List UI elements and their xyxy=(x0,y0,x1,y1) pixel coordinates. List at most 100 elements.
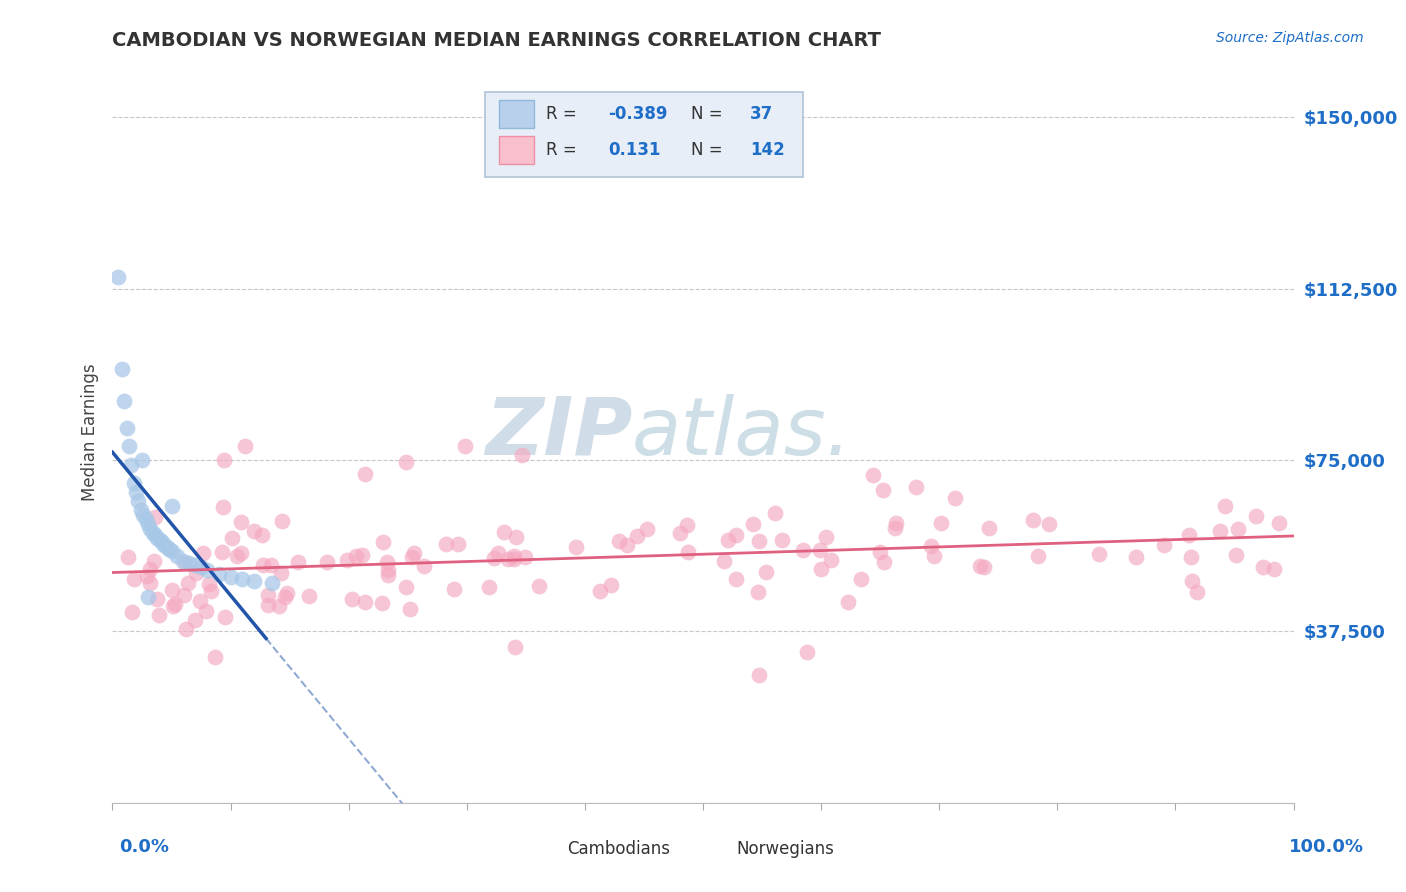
Point xyxy=(770,533,793,547)
Point xyxy=(157,542,180,557)
Point xyxy=(204,649,226,664)
Point xyxy=(607,534,630,549)
Point xyxy=(214,610,236,624)
Point xyxy=(482,550,505,565)
Point xyxy=(503,640,526,655)
Point xyxy=(336,553,359,567)
Point xyxy=(377,563,399,577)
Point xyxy=(412,559,434,574)
Point xyxy=(231,572,253,586)
Point xyxy=(486,546,509,560)
Point xyxy=(814,530,837,544)
Point xyxy=(115,421,138,435)
Point xyxy=(747,584,769,599)
Point xyxy=(139,575,162,590)
Point xyxy=(725,572,748,586)
Point xyxy=(231,546,253,560)
Point xyxy=(316,555,339,569)
Point xyxy=(588,584,610,599)
Point xyxy=(173,556,195,570)
Point xyxy=(354,595,377,609)
Text: Norwegians: Norwegians xyxy=(737,839,834,858)
Point xyxy=(243,574,266,589)
Point xyxy=(713,554,735,568)
Point xyxy=(676,518,699,533)
Point xyxy=(160,544,183,558)
Point xyxy=(184,558,207,573)
Point xyxy=(395,580,418,594)
Point xyxy=(402,546,425,560)
Point xyxy=(1267,516,1289,530)
Point xyxy=(616,538,638,552)
Point xyxy=(676,545,699,559)
Bar xyxy=(499,136,534,164)
Point xyxy=(132,508,155,522)
Point xyxy=(121,605,143,619)
Point xyxy=(107,270,129,285)
Point xyxy=(503,551,526,566)
Text: R =: R = xyxy=(546,141,576,159)
Point xyxy=(505,530,527,544)
Point xyxy=(626,529,648,543)
Point xyxy=(229,515,252,529)
Point xyxy=(869,545,891,559)
Text: 142: 142 xyxy=(751,141,785,159)
Point xyxy=(191,546,214,560)
Point xyxy=(1263,561,1285,575)
Point xyxy=(496,551,519,566)
Point xyxy=(162,583,184,598)
Point xyxy=(1125,550,1147,565)
Point xyxy=(1153,538,1175,552)
Point xyxy=(149,533,172,547)
Point xyxy=(354,467,377,481)
Y-axis label: Median Earnings: Median Earnings xyxy=(80,364,98,501)
Point xyxy=(200,583,222,598)
Point xyxy=(143,528,166,542)
Point xyxy=(256,598,278,612)
Point xyxy=(884,516,907,531)
Point xyxy=(198,577,221,591)
Point xyxy=(153,538,176,552)
Point xyxy=(190,560,212,574)
Point xyxy=(600,578,623,592)
Point xyxy=(851,573,873,587)
Point xyxy=(883,521,905,535)
Point xyxy=(136,516,159,531)
Point xyxy=(1251,560,1274,574)
Point xyxy=(399,602,422,616)
Point xyxy=(748,668,770,682)
Point xyxy=(173,588,195,602)
Point xyxy=(1227,522,1250,536)
Point xyxy=(129,503,152,517)
Point xyxy=(143,554,166,568)
Text: 37: 37 xyxy=(751,105,773,123)
Text: CAMBODIAN VS NORWEGIAN MEDIAN EARNINGS CORRELATION CHART: CAMBODIAN VS NORWEGIAN MEDIAN EARNINGS C… xyxy=(112,30,882,50)
Point xyxy=(1180,550,1202,565)
Point xyxy=(163,597,186,611)
Point xyxy=(136,590,159,604)
Point xyxy=(837,594,859,608)
Point xyxy=(371,596,394,610)
Point xyxy=(211,545,233,559)
Point xyxy=(477,580,499,594)
Point xyxy=(969,559,991,574)
Point xyxy=(233,439,256,453)
Point xyxy=(502,549,524,564)
Point xyxy=(669,526,692,541)
Point xyxy=(221,532,243,546)
Point xyxy=(977,520,1000,534)
Point xyxy=(146,531,169,545)
Point xyxy=(872,483,894,498)
Point xyxy=(287,555,309,569)
Point xyxy=(494,524,516,539)
Text: 100.0%: 100.0% xyxy=(1289,838,1364,855)
Text: ZIP: ZIP xyxy=(485,393,633,472)
Point xyxy=(120,458,142,472)
Point xyxy=(377,568,399,582)
Bar xyxy=(499,100,534,128)
Point xyxy=(146,591,169,606)
Point xyxy=(920,539,942,553)
Point xyxy=(298,589,321,603)
Point xyxy=(212,453,235,467)
Point xyxy=(796,645,818,659)
